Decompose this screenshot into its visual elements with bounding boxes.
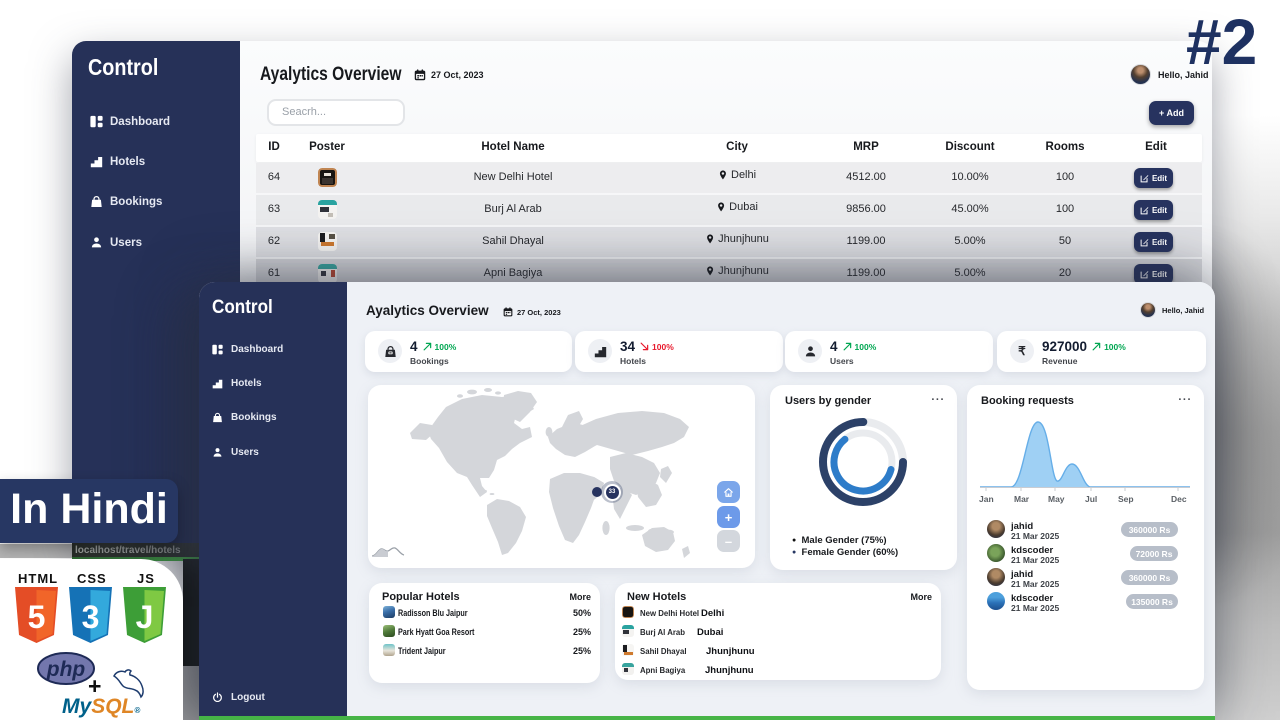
svg-text:5: 5	[28, 599, 46, 635]
svg-text:php: php	[46, 658, 86, 681]
svg-text:3: 3	[82, 599, 100, 635]
svg-text:J: J	[136, 599, 154, 635]
